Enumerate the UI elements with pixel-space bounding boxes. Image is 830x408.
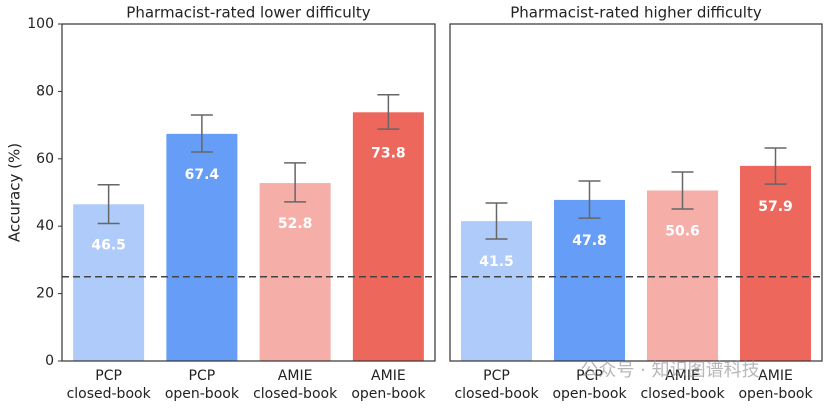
x-tick-label: PCP closed-book [454, 368, 539, 402]
bar [554, 199, 625, 361]
x-tick-label: AMIE open-book [351, 368, 426, 402]
watermark: 公众号 · 知识图谱科技 [580, 360, 759, 381]
y-tick-label: 60 [36, 151, 54, 167]
value-label: 67.4 [185, 167, 220, 183]
y-tick-label: 0 [45, 353, 54, 369]
bar [73, 204, 145, 361]
x-tick-label: AMIE closed-book [253, 368, 338, 402]
bar [461, 221, 532, 361]
y-tick-label: 100 [27, 16, 54, 32]
value-label: 52.8 [278, 216, 313, 232]
x-tick-label: PCP open-book [552, 368, 627, 402]
bar [259, 183, 331, 361]
value-label: 50.6 [665, 223, 700, 239]
axes-frame [61, 23, 436, 362]
chart-title: Pharmacist-rated lower difficulty [126, 4, 371, 22]
value-label: 41.5 [479, 254, 514, 270]
value-label: 73.8 [371, 145, 406, 161]
y-tick-label: 20 [36, 286, 54, 302]
bar [647, 190, 718, 361]
x-tick-label: AMIE closed-book [640, 368, 725, 402]
y-axis-label: Accuracy (%) [6, 143, 24, 242]
chart-title: Pharmacist-rated higher difficulty [510, 4, 762, 22]
x-tick-label: PCP open-book [165, 368, 240, 402]
value-label: 46.5 [91, 237, 126, 253]
x-tick-label: AMIE open-book [738, 368, 813, 402]
axes-frame [449, 23, 823, 362]
y-tick-label: 80 [36, 83, 54, 99]
bar [740, 165, 811, 361]
y-tick-label: 40 [36, 218, 54, 234]
bar [166, 133, 238, 361]
x-tick-label: PCP closed-book [67, 368, 152, 402]
value-label: 47.8 [572, 233, 607, 249]
value-label: 57.9 [758, 199, 793, 215]
bar [352, 112, 424, 361]
